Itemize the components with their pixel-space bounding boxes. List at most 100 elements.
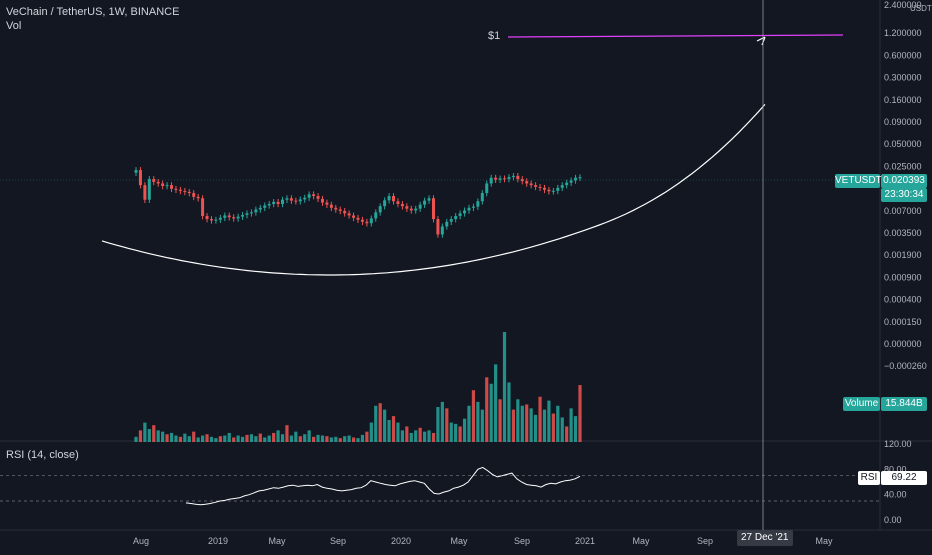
- volume-bar: [294, 431, 298, 442]
- volume-bar: [320, 435, 325, 442]
- volume-indicator-label: Vol: [6, 20, 22, 32]
- candle-body: [312, 194, 316, 197]
- volume-bar: [201, 435, 205, 442]
- candle-body: [343, 210, 347, 214]
- candle-body: [423, 200, 427, 205]
- candle-body: [138, 170, 142, 186]
- price-tick-label: 0.000400: [884, 295, 922, 305]
- crosshair-date-label: 27 Dec '21: [737, 530, 793, 546]
- volume-bar: [329, 437, 333, 442]
- volume-bar: [161, 431, 165, 442]
- volume-bar: [232, 437, 236, 442]
- volume-bar: [573, 416, 578, 442]
- candle-body: [360, 219, 364, 222]
- candle-body: [165, 185, 169, 187]
- price-tick-label: 0.007000: [884, 206, 922, 216]
- volume-bar: [249, 434, 254, 442]
- volume-bar: [462, 418, 467, 442]
- volume-bar: [156, 430, 160, 442]
- volume-bar: [502, 332, 507, 442]
- candle-body: [263, 205, 267, 208]
- time-tick-label: Sep: [514, 536, 530, 546]
- volume-bar: [511, 409, 515, 442]
- candle-body: [201, 198, 205, 217]
- time-tick-label: Sep: [330, 536, 346, 546]
- candle-body: [560, 185, 564, 188]
- candle-body: [463, 210, 467, 214]
- volume-bar: [334, 436, 338, 442]
- price-tick-label: −0.000260: [884, 361, 927, 371]
- volume-bar: [387, 420, 391, 442]
- candle-body: [218, 217, 222, 220]
- volume-bar: [165, 434, 169, 442]
- candle-body: [383, 200, 387, 207]
- candle-body: [134, 170, 138, 173]
- price-tick-label: 0.001900: [884, 250, 922, 260]
- volume-bar: [240, 436, 245, 442]
- candle-body: [427, 198, 431, 201]
- volume-bar: [272, 432, 276, 442]
- volume-bar: [405, 426, 409, 442]
- rsi-tick-label: 80.00: [884, 464, 907, 474]
- volume-bar: [209, 436, 214, 442]
- candle-body: [334, 207, 338, 210]
- candle-body: [249, 212, 253, 214]
- volume-bar: [338, 438, 342, 442]
- volume-bar: [480, 409, 484, 442]
- candle-body: [356, 217, 360, 220]
- candle-body: [174, 188, 178, 190]
- candle-body: [347, 213, 351, 216]
- time-tick-label: May: [815, 536, 833, 546]
- volume-bar: [298, 436, 302, 442]
- volume-bar: [169, 432, 174, 442]
- volume-bar: [236, 435, 240, 442]
- candle-body: [232, 217, 236, 219]
- candle-body: [170, 185, 174, 189]
- candle-body: [241, 214, 245, 217]
- candle-body: [378, 206, 382, 213]
- candle-body: [209, 219, 213, 221]
- rsi-badge-value: 69.22: [881, 471, 927, 485]
- time-tick-label: May: [632, 536, 650, 546]
- candle-body: [547, 189, 551, 192]
- volume-bar: [396, 422, 400, 442]
- rsi-line: [185, 466, 581, 506]
- candle-body: [400, 203, 404, 207]
- candle-body: [534, 185, 538, 187]
- time-tick-label: 2021: [575, 536, 595, 546]
- rsi-badge-label: RSI: [858, 471, 880, 485]
- volume-bar: [547, 400, 551, 442]
- volume-bar: [409, 432, 413, 442]
- candle-body: [374, 212, 378, 219]
- price-tick-label: 0.050000: [884, 139, 922, 149]
- volume-bar: [152, 425, 156, 442]
- volume-bar: [538, 396, 542, 442]
- volume-bar: [520, 405, 524, 442]
- volume-bar: [507, 382, 511, 442]
- time-tick-label: May: [268, 536, 286, 546]
- candle-body: [445, 221, 449, 227]
- candle-body: [436, 219, 440, 235]
- rsi-tick-label: 40.00: [884, 490, 907, 500]
- candle-body: [511, 175, 515, 178]
- candle-body: [565, 182, 569, 186]
- volume-bar: [245, 434, 249, 442]
- current-symbol-badge: VETUSDT: [835, 174, 882, 188]
- candle-body: [414, 208, 418, 211]
- candle-body: [223, 215, 227, 218]
- volume-bar: [254, 436, 258, 442]
- volume-bar: [227, 432, 231, 442]
- candle-body: [147, 179, 151, 200]
- volume-bar: [263, 437, 267, 442]
- volume-bar: [454, 423, 458, 442]
- volume-badge-value: 15.844B: [881, 397, 927, 411]
- candle-body: [551, 190, 555, 192]
- candle-body: [294, 200, 298, 202]
- volume-bar: [431, 432, 436, 442]
- volume-bar: [316, 434, 320, 442]
- candle-body: [325, 202, 329, 205]
- volume-bar: [192, 431, 196, 442]
- volume-bar: [196, 437, 200, 442]
